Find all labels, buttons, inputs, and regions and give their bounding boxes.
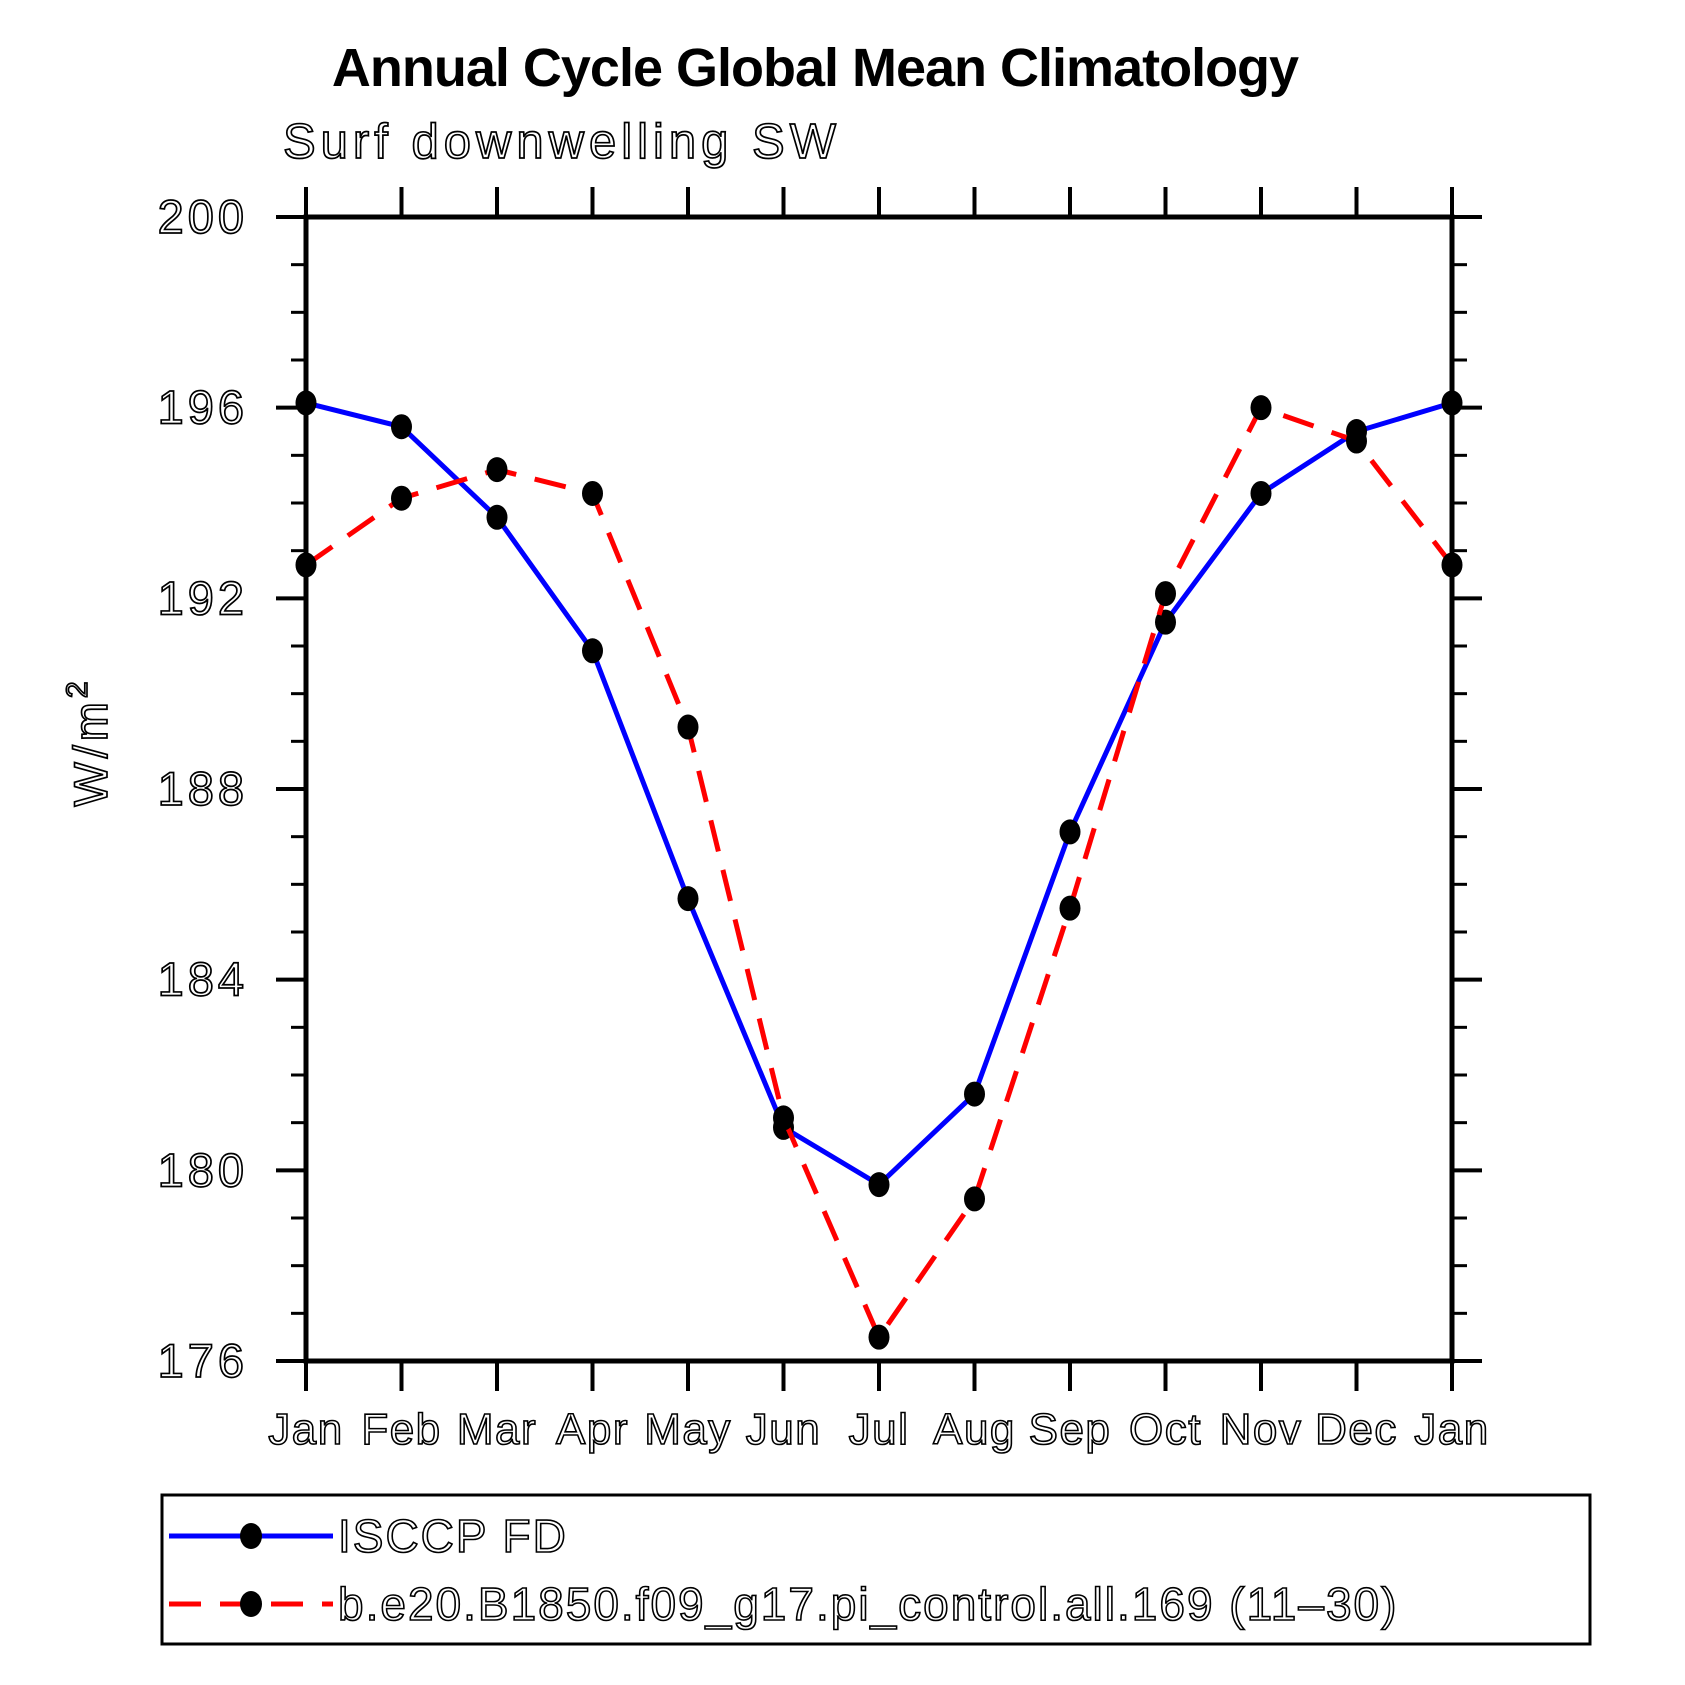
legend-label-1: b.e20.B1850.f09_g17.pi_control.all.169 (… bbox=[338, 1578, 1398, 1630]
data-point bbox=[582, 638, 603, 664]
data-point bbox=[1155, 609, 1176, 635]
y-tick-label: 184 bbox=[158, 953, 248, 1006]
data-point bbox=[964, 1186, 985, 1212]
x-tick-label: Sep bbox=[1029, 1405, 1112, 1454]
y-tick-label: 192 bbox=[158, 571, 248, 624]
data-point bbox=[1059, 819, 1081, 845]
data-point bbox=[868, 1324, 890, 1350]
y-axis-label: W/m2 bbox=[61, 677, 117, 806]
data-point bbox=[1346, 428, 1367, 454]
data-point bbox=[1250, 480, 1272, 506]
data-point bbox=[391, 414, 412, 440]
data-point bbox=[1441, 390, 1463, 416]
x-tick-label: Aug bbox=[933, 1405, 1016, 1454]
x-tick-label: Jun bbox=[746, 1405, 821, 1454]
x-tick-label: Jan bbox=[1414, 1405, 1489, 1454]
legend-label-0: ISCCP FD bbox=[338, 1510, 568, 1562]
data-point bbox=[391, 485, 412, 511]
legend-box bbox=[160, 1493, 1592, 1646]
chart-subtitle: Surf downwelling SW bbox=[283, 115, 841, 169]
legend-marker-1 bbox=[240, 1591, 262, 1617]
data-point bbox=[295, 390, 317, 416]
data-point bbox=[582, 480, 603, 506]
legend-marker-0 bbox=[240, 1523, 262, 1549]
data-point bbox=[773, 1105, 794, 1131]
data-point bbox=[964, 1081, 985, 1107]
data-point bbox=[486, 504, 508, 530]
data-point bbox=[1155, 581, 1176, 607]
x-tick-label: May bbox=[644, 1405, 732, 1454]
data-point bbox=[677, 886, 699, 912]
y-tick-label: 200 bbox=[158, 190, 248, 243]
x-tick-label: Apr bbox=[556, 1405, 629, 1454]
x-tick-label: Jul bbox=[849, 1405, 910, 1454]
data-point bbox=[1059, 895, 1081, 921]
series-line-1 bbox=[304, 404, 1454, 1343]
data-point bbox=[677, 714, 699, 740]
data-point bbox=[1441, 552, 1463, 578]
series-line-0 bbox=[305, 400, 1453, 1188]
y-tick-label: 176 bbox=[158, 1334, 248, 1387]
data-point bbox=[486, 457, 508, 483]
x-tick-label: Dec bbox=[1315, 1405, 1398, 1454]
x-tick-label: Nov bbox=[1220, 1405, 1303, 1454]
y-tick-label: 188 bbox=[158, 762, 248, 815]
y-tick-label: 196 bbox=[158, 381, 248, 434]
plot-area: 176 180 184 188 192 196 200 Jan Feb Mar Apr May Jun J… bbox=[60, 187, 1489, 1455]
x-tick-label: Feb bbox=[361, 1405, 441, 1454]
x-tick-label: Jan bbox=[268, 1405, 343, 1454]
data-point bbox=[868, 1172, 890, 1198]
legend: ISCCP FD b.e20.B1850.f09_g17.pi_control.a… bbox=[160, 1493, 1592, 1646]
chart-title: Annual Cycle Global Mean Climatology bbox=[332, 38, 1299, 98]
x-tick-label: Oct bbox=[1129, 1405, 1202, 1454]
data-point bbox=[295, 552, 317, 578]
y-tick-label: 180 bbox=[158, 1143, 248, 1196]
data-point bbox=[1250, 395, 1272, 421]
x-tick-label: Mar bbox=[457, 1405, 537, 1454]
